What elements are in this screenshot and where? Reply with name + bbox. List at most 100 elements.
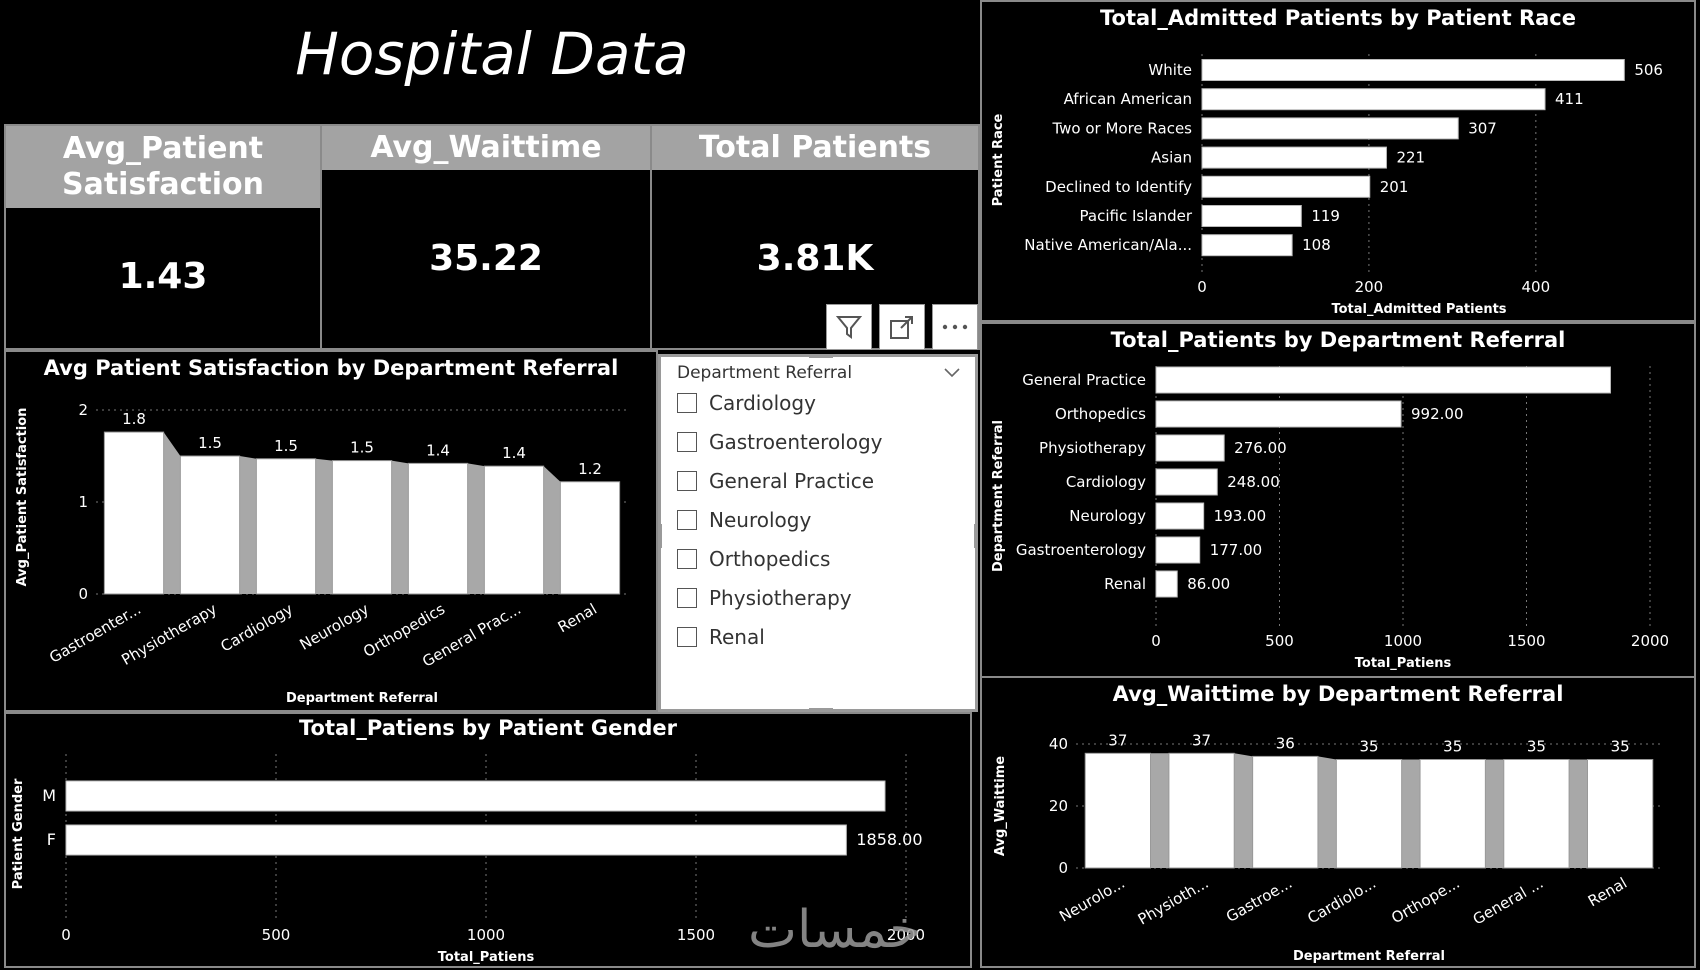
y-tick-label: 2 xyxy=(78,401,88,419)
data-label: 201 xyxy=(1380,178,1409,196)
ribbon xyxy=(1569,759,1588,868)
satisfaction-bar-chart: 0121.8Gastroenter...1.5Physiotherapy1.5C… xyxy=(15,401,628,706)
x-tick-label: 200 xyxy=(1355,278,1384,296)
dept-total-bar-chart: 0 500 1000 1500 2000 General Practice Orthoped… xyxy=(991,366,1669,671)
data-label: 1858.00 xyxy=(856,830,922,849)
kpi-card-waittime[interactable]: Avg_Waittime 35.22 xyxy=(320,124,652,350)
data-label: 1.2 xyxy=(578,460,602,478)
ribbon xyxy=(315,458,333,594)
slicer-item[interactable]: Gastroenterology xyxy=(677,430,883,454)
bar xyxy=(1155,400,1402,428)
x-category-label: General ... xyxy=(1470,874,1547,929)
bar xyxy=(1201,146,1387,169)
filter-button[interactable] xyxy=(826,304,872,350)
more-options-button[interactable] xyxy=(932,304,978,350)
data-label: 248.00 xyxy=(1227,473,1280,491)
kpi-value: 1.43 xyxy=(118,256,208,297)
kpi-label: Avg_Waittime xyxy=(322,126,650,170)
x-category-label: Orthope... xyxy=(1388,874,1462,927)
x-category-label: Cardiology xyxy=(218,600,297,656)
data-label: 35 xyxy=(1527,738,1546,756)
slicer-item[interactable]: Neurology xyxy=(677,508,811,532)
chart-title: Total_Patiens by Patient Gender xyxy=(299,716,677,740)
kpi-card-total-patients[interactable]: Total Patients 3.81K xyxy=(650,124,980,350)
bar xyxy=(1201,234,1293,257)
ribbon xyxy=(1401,759,1421,868)
bar xyxy=(1155,570,1178,598)
resize-handle[interactable] xyxy=(658,524,662,548)
x-category-label: Gastroe... xyxy=(1223,874,1295,926)
slicer-item-label: Gastroenterology xyxy=(709,430,883,454)
slicer-item-label: General Practice xyxy=(709,469,875,493)
bar xyxy=(559,481,621,595)
data-label: 411 xyxy=(1555,90,1584,108)
bar xyxy=(1201,175,1371,198)
checkbox[interactable] xyxy=(677,471,697,491)
data-label: 1.5 xyxy=(274,437,298,455)
data-label: 36 xyxy=(1276,734,1295,752)
waittime-bar-chart: 0 20 40 37 Neurolo... 37 Physioth... 36 Gastroe.… xyxy=(993,731,1662,964)
y-category-label: F xyxy=(47,830,56,849)
checkbox[interactable] xyxy=(677,588,697,608)
data-label: 35 xyxy=(1611,738,1630,756)
ribbon xyxy=(1485,759,1504,868)
slicer-item[interactable]: Cardiology xyxy=(677,391,816,415)
bar xyxy=(1155,502,1205,530)
resize-handle[interactable] xyxy=(974,524,978,548)
bar xyxy=(1201,88,1546,111)
slicer-item[interactable]: General Practice xyxy=(677,469,874,493)
title-panel: Hospital Data xyxy=(4,2,980,124)
bar xyxy=(1084,752,1152,869)
data-label: 37 xyxy=(1192,731,1211,749)
checkbox[interactable] xyxy=(677,627,697,647)
resize-handle[interactable] xyxy=(809,708,833,712)
bar xyxy=(1419,759,1486,869)
slicer-item[interactable]: Renal xyxy=(677,625,765,649)
data-label: 1.4 xyxy=(502,444,526,462)
slicer-item[interactable]: Orthopedics xyxy=(677,547,830,571)
data-label: 276.00 xyxy=(1234,439,1287,457)
bar xyxy=(407,462,469,595)
department-referral-slicer[interactable]: Department Referral Cardiology Gastroent… xyxy=(658,354,978,712)
checkbox[interactable] xyxy=(677,393,697,413)
bar xyxy=(255,458,317,595)
data-label: 177.00 xyxy=(1210,541,1263,559)
race-chart-panel: Total_Admitted Patients by Patient Race … xyxy=(980,0,1696,322)
bar xyxy=(1201,117,1459,140)
slicer-item-label: Physiotherapy xyxy=(709,586,852,610)
y-category-label: M xyxy=(42,786,56,805)
y-category-label: Declined to Identify xyxy=(1045,178,1192,196)
watermark-logo: خمسات xyxy=(748,900,922,960)
y-category-label: Pacific Islander xyxy=(1080,207,1193,225)
kpi-card-satisfaction[interactable]: Avg_Patient Satisfaction 1.43 xyxy=(4,124,322,350)
ribbon xyxy=(163,432,181,594)
x-tick-label: 1500 xyxy=(677,926,715,944)
x-tick-label: 1500 xyxy=(1507,632,1545,650)
y-axis-label: Patient Gender xyxy=(11,778,26,889)
race-bar-chart: 0 200 400 White 506 African American 411 Two or… xyxy=(991,54,1663,317)
bar xyxy=(65,824,847,856)
slicer-item[interactable]: Physiotherapy xyxy=(677,586,852,610)
x-tick-label: 500 xyxy=(262,926,291,944)
data-label: 1.4 xyxy=(426,441,450,459)
checkbox[interactable] xyxy=(677,510,697,530)
ribbon xyxy=(543,466,561,594)
checkbox[interactable] xyxy=(677,432,697,452)
y-tick-label: 0 xyxy=(1058,859,1068,877)
kpi-label: Avg_Patient Satisfaction xyxy=(6,126,320,208)
resize-handle[interactable] xyxy=(809,354,833,358)
focus-mode-button[interactable] xyxy=(879,304,925,350)
x-axis-label: Total_Patiens xyxy=(438,950,535,965)
y-axis-label: Department Referral xyxy=(991,420,1006,572)
x-tick-label: 2000 xyxy=(887,926,925,944)
more-options-icon xyxy=(942,324,968,330)
bar xyxy=(103,431,165,595)
x-tick-label: 0 xyxy=(61,926,71,944)
y-category-label: African American xyxy=(1064,90,1192,108)
y-axis-label: Patient Race xyxy=(991,113,1006,206)
kpi-label: Total Patients xyxy=(652,126,978,170)
checkbox[interactable] xyxy=(677,549,697,569)
y-category-label: General Practice xyxy=(1022,371,1146,389)
x-category-label: Renal xyxy=(555,600,600,637)
chevron-down-icon[interactable] xyxy=(943,367,961,379)
